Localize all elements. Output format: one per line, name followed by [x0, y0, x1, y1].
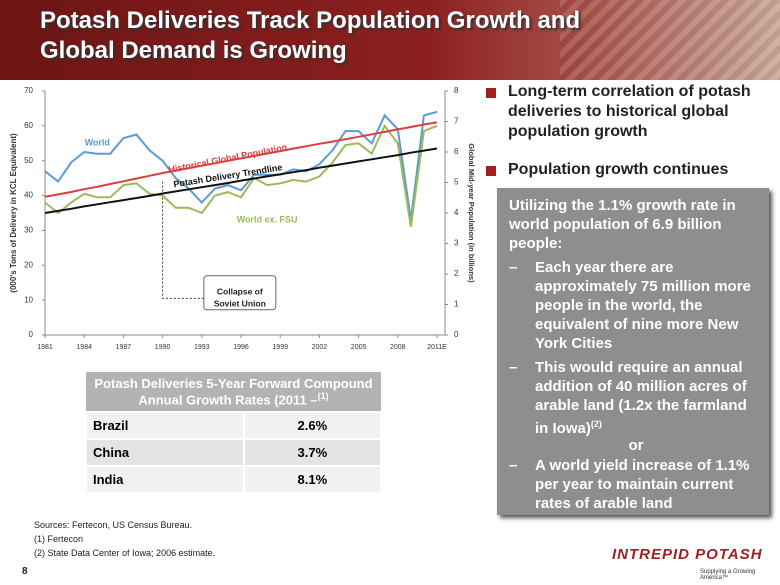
annotation-box [203, 275, 277, 311]
x-tick-label: 1990 [155, 344, 171, 351]
page-number: 8 [22, 566, 28, 577]
bullet: Population growth continues [508, 161, 729, 178]
series-line [44, 147, 438, 214]
x-tick-label: 1999 [272, 344, 288, 351]
y-tick-label: 20 [24, 260, 33, 269]
y2-tick-label: 6 [454, 147, 459, 156]
x-tick-label: 1993 [194, 344, 210, 351]
chart: 0 10 20 30 40 50 60 70 0 1 2 3 4 5 6 7 8 1981 1984 1987 1990… [9, 86, 476, 351]
y2-tick-label: 3 [454, 239, 459, 248]
x-tick-label: 2005 [351, 344, 367, 351]
footnotes: Sources: Fertecon, US Census Bureau. (1)… [34, 518, 215, 560]
y2-axis-label: Global Mid-year Population (in billions) [467, 143, 476, 283]
x-tick-label: 1996 [233, 344, 249, 351]
rate: 3.7% [242, 438, 383, 468]
y-tick-label: 40 [24, 191, 33, 200]
header-image [560, 0, 780, 80]
x-tick-label: 1984 [76, 344, 92, 351]
y-tick-label: 0 [29, 330, 34, 339]
y2-tick-label: 0 [454, 330, 459, 339]
rate: 2.6% [242, 411, 383, 441]
y2-tick-label: 5 [454, 178, 459, 187]
y2-tick-label: 7 [454, 117, 459, 126]
table-title: Potash Deliveries 5-Year Forward Compoun… [94, 376, 373, 408]
table-note: (1) [317, 391, 329, 401]
annotation: Collapse of Soviet Union [214, 287, 266, 309]
series-line [44, 123, 438, 228]
box-item: Each year there are approximately 75 mil… [535, 259, 751, 352]
dash: – [509, 359, 518, 376]
country: Brazil [85, 411, 245, 441]
x-tick-label: 2008 [390, 344, 406, 351]
y-tick-label: 70 [24, 86, 33, 95]
footnote: Sources: Fertecon, US Census Bureau. [34, 520, 193, 530]
title-bar [0, 0, 780, 80]
dash: – [509, 259, 518, 276]
box-intro: Utilizing the 1.1% growth rate in world … [509, 197, 736, 252]
series-line [44, 110, 438, 221]
y-tick-label: 30 [24, 226, 33, 235]
y-tick-label: 10 [24, 295, 33, 304]
country: China [85, 438, 245, 468]
x-tick-label: 1987 [116, 344, 132, 351]
y2-tick-label: 8 [454, 86, 459, 95]
y2-tick-label: 4 [454, 208, 459, 217]
bullet-marker [486, 88, 496, 98]
footnote: (2) State Data Center of Iowa; 2006 esti… [34, 548, 216, 558]
tagline: Supplying a Growing America™ [700, 569, 756, 581]
country: India [85, 465, 245, 495]
series-label: World [85, 138, 110, 148]
annotation-leader [162, 181, 204, 299]
x-tick-label: 2011E [427, 344, 447, 351]
y-axis-label: (000's Tons of Delivery in KCL Equivalen… [9, 133, 18, 293]
box-item-wrap: This would require an annual addition of… [535, 358, 763, 438]
x-tick-label: 2002 [312, 344, 328, 351]
y-tick-label: 60 [24, 121, 33, 130]
bullet: Long-term correlation of potash deliveri… [508, 83, 751, 140]
box-or: or [628, 437, 644, 454]
dash: – [509, 457, 518, 474]
box-item: This would require an annual addition of… [535, 359, 747, 437]
y2-tick-label: 1 [454, 300, 459, 309]
table-header: Potash Deliveries 5-Year Forward Compoun… [86, 372, 381, 413]
box-note: (2) [590, 419, 602, 429]
logo: INTREPID POTASH [612, 546, 763, 563]
slide-title: Potash Deliveries Track Population Growt… [40, 7, 581, 64]
x-tick-label: 1981 [37, 344, 53, 351]
y2-tick-label: 2 [454, 269, 459, 278]
callout-box: Utilizing the 1.1% growth rate in world … [497, 188, 769, 515]
box-item: A world yield increase of 1.1% per year … [535, 457, 750, 512]
growth-table: Potash Deliveries 5-Year Forward Compoun… [85, 372, 383, 495]
footnote: (1) Fertecon [34, 534, 84, 544]
bullet-marker [486, 166, 496, 176]
series-line [44, 121, 438, 198]
y-tick-label: 50 [24, 156, 33, 165]
rate: 8.1% [242, 465, 383, 495]
series-label: World ex. FSU [237, 214, 298, 224]
